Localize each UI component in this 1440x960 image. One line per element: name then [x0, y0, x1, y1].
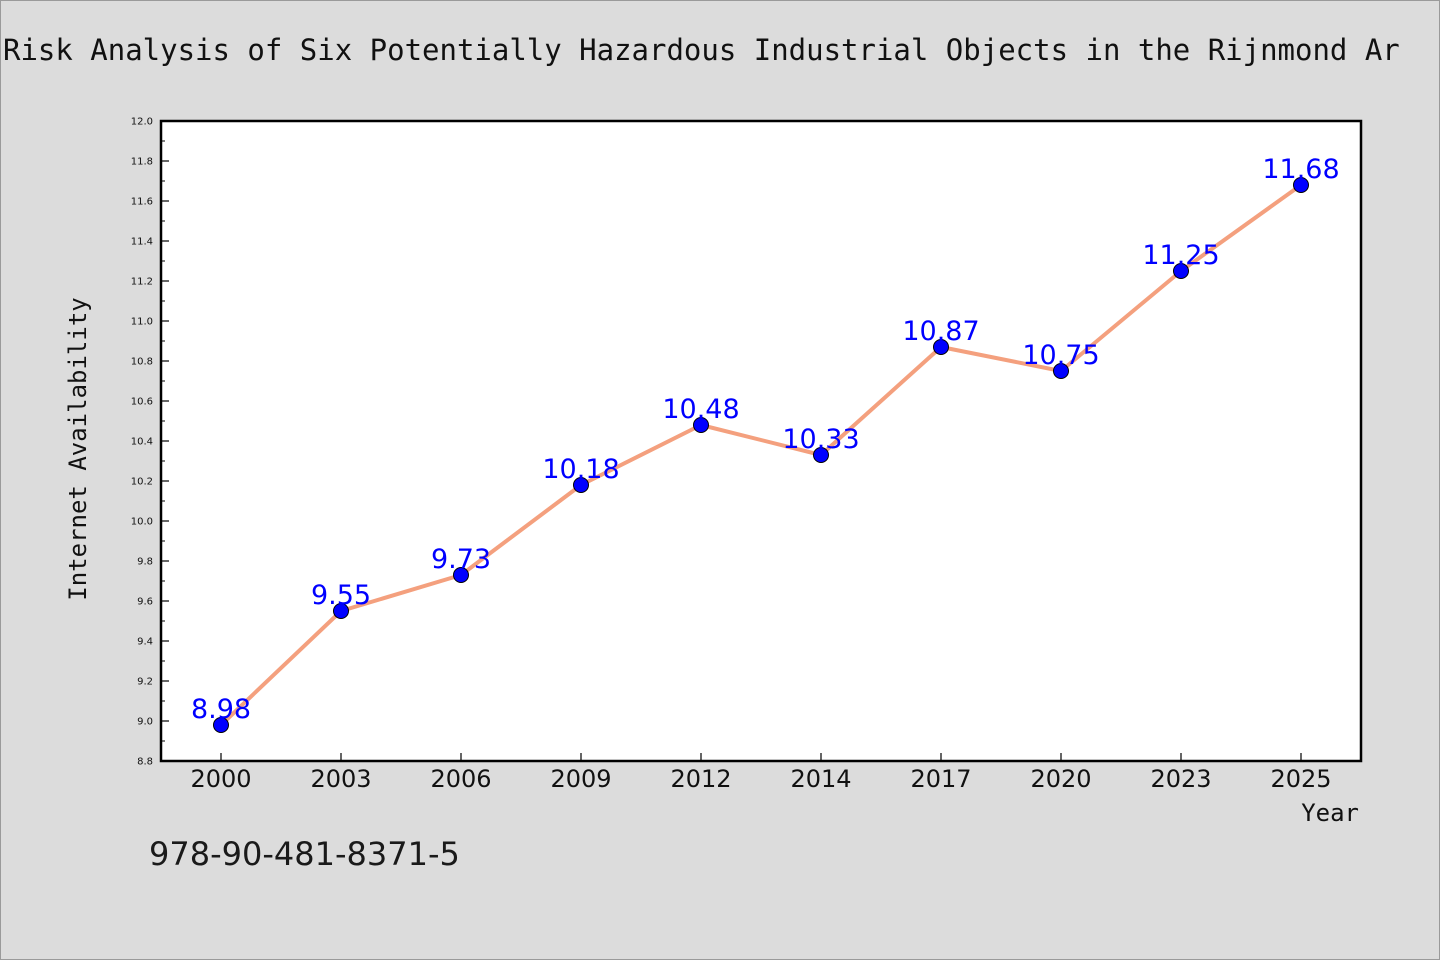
y-tick-label: 9.6: [137, 597, 153, 608]
x-tick-label: 2014: [790, 765, 851, 793]
y-tick-label: 9.0: [137, 717, 153, 728]
y-axis-label: Internet Availability: [64, 297, 92, 600]
isbn-annotation: 978-90-481-8371-5: [149, 835, 460, 873]
data-point-marker: [213, 717, 229, 733]
data-point-marker: [573, 477, 589, 493]
y-tick-label: 8.8: [137, 757, 153, 768]
y-tick-label: 11.0: [131, 317, 153, 328]
y-tick-label: 11.6: [131, 197, 153, 208]
data-point-label: 9.73: [431, 544, 491, 575]
data-point-marker: [453, 567, 469, 583]
x-tick-label: 2003: [310, 765, 371, 793]
y-tick-label: 10.0: [131, 517, 153, 528]
data-point-label: 10.75: [1022, 340, 1099, 371]
x-axis-label: Year: [1301, 799, 1359, 827]
y-tick-label: 10.8: [131, 357, 153, 368]
data-point-marker: [933, 339, 949, 355]
y-tick-label: 12.0: [131, 117, 153, 128]
data-point-marker: [1173, 263, 1189, 279]
x-tick-label: 2020: [1030, 765, 1091, 793]
y-tick-label: 9.8: [137, 557, 153, 568]
x-tick-label: 2000: [190, 765, 251, 793]
data-point-marker: [333, 603, 349, 619]
data-point-marker: [1293, 177, 1309, 193]
y-axis: 8.8 9.0 9.2 9.4 9.6 9.8 10.0 10.2 10.4 10.6 10.8 11…: [131, 117, 169, 768]
x-axis: 2000 2003 2006 2009 2012 2014 2017 2020 2023 2025: [190, 753, 1332, 793]
x-tick-label: 2006: [430, 765, 491, 793]
y-tick-label: 9.4: [137, 637, 153, 648]
data-labels: 8.98 9.55 9.73 10.18 10.48 10.33 10.87 10.75 11.…: [191, 154, 1340, 725]
x-tick-label: 2012: [670, 765, 731, 793]
data-point-marker: [693, 417, 709, 433]
x-tick-label: 2023: [1150, 765, 1211, 793]
data-point-label: 10.18: [542, 454, 619, 485]
data-point-label: 10.33: [782, 424, 859, 455]
y-tick-label: 11.8: [131, 157, 153, 168]
series-line: [219, 183, 1303, 727]
data-point-marker: [813, 447, 829, 463]
data-point-label: 11.68: [1262, 154, 1339, 185]
data-point-label: 8.98: [191, 694, 251, 725]
x-tick-label: 2017: [910, 765, 971, 793]
y-tick-label: 10.2: [131, 477, 153, 488]
data-point-label: 10.48: [662, 394, 739, 425]
series-markers: [213, 177, 1309, 733]
x-tick-label: 2025: [1270, 765, 1331, 793]
chart-title: Risk Analysis of Six Potentially Hazardo…: [3, 33, 1400, 67]
data-point-marker: [1053, 363, 1069, 379]
y-tick-label: 10.4: [131, 437, 153, 448]
y-tick-label: 11.4: [131, 237, 153, 248]
data-point-label: 11.25: [1142, 240, 1219, 271]
y-tick-label: 9.2: [137, 677, 153, 688]
y-tick-label: 10.6: [131, 397, 153, 408]
data-point-label: 10.87: [902, 316, 979, 347]
x-tick-label: 2009: [550, 765, 611, 793]
data-point-label: 9.55: [311, 580, 371, 611]
y-tick-label: 11.2: [131, 277, 153, 288]
